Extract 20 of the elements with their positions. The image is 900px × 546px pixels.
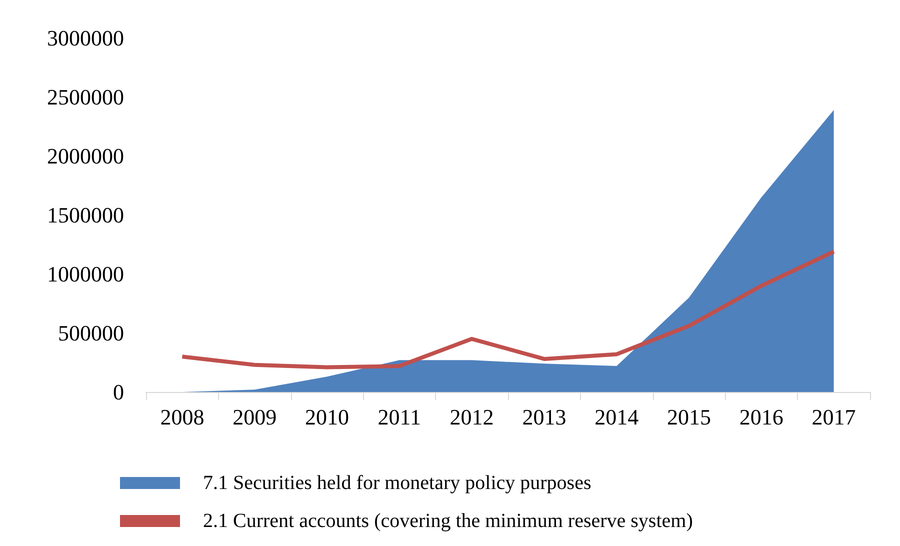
y-tick-label: 1000000 [47,262,124,286]
y-tick-label: 0 [113,380,124,404]
x-tick-label: 2012 [450,404,494,430]
y-tick-label: 2500000 [47,84,124,110]
x-tick-label: 2017 [812,404,856,430]
legend-label: 2.1 Current accounts (covering the minimum reserve system) [203,510,693,532]
line-series [180,250,836,370]
x-tick-label: 2009 [232,404,277,430]
y-tick-label: 3000000 [47,26,124,50]
legend-label: 7.1 Securities held for monetary policy purposes [203,472,592,494]
x-tick-label: 2015 [667,404,711,430]
x-tick-label: 2011 [378,404,421,430]
x-tick-label: 2016 [739,404,784,430]
x-tick-label: 2014 [594,404,639,430]
y-tick-label: 1500000 [47,202,124,228]
x-tick-label: 2008 [160,404,204,430]
y-tick-label: 500000 [58,320,124,346]
x-tick-label: 2013 [522,404,566,430]
x-tick-label: 2010 [305,404,349,430]
y-tick-label: 2000000 [47,144,124,168]
